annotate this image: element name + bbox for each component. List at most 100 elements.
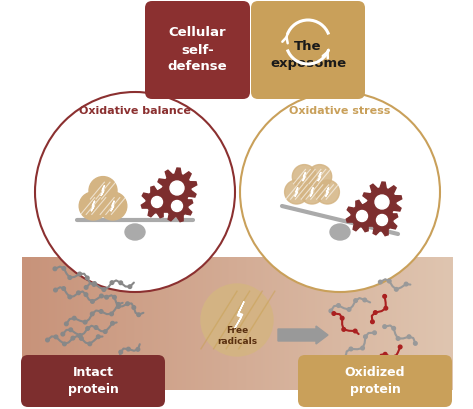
Circle shape <box>377 358 380 362</box>
Circle shape <box>341 317 344 320</box>
Circle shape <box>151 196 163 207</box>
Polygon shape <box>111 201 114 211</box>
Circle shape <box>394 355 397 359</box>
Circle shape <box>378 280 382 284</box>
Circle shape <box>91 300 94 303</box>
Circle shape <box>98 364 102 368</box>
Circle shape <box>111 321 114 325</box>
Circle shape <box>404 282 408 286</box>
Circle shape <box>398 345 402 349</box>
Circle shape <box>383 325 386 328</box>
Circle shape <box>132 306 136 309</box>
Circle shape <box>102 288 105 291</box>
Circle shape <box>308 164 332 189</box>
Circle shape <box>83 320 87 324</box>
Circle shape <box>126 302 129 306</box>
Circle shape <box>364 335 367 339</box>
Circle shape <box>201 284 273 356</box>
Ellipse shape <box>125 224 145 240</box>
Circle shape <box>387 279 391 283</box>
Circle shape <box>86 327 89 330</box>
Circle shape <box>105 295 108 299</box>
Circle shape <box>384 306 388 310</box>
Circle shape <box>337 304 341 307</box>
Polygon shape <box>141 187 173 218</box>
Text: Free
radicals: Free radicals <box>217 326 257 346</box>
Circle shape <box>62 342 66 346</box>
Circle shape <box>72 317 76 320</box>
Circle shape <box>93 282 96 285</box>
Circle shape <box>396 337 400 340</box>
Circle shape <box>394 288 398 291</box>
Polygon shape <box>325 187 329 196</box>
Ellipse shape <box>330 224 350 240</box>
Circle shape <box>136 348 140 351</box>
Circle shape <box>383 294 386 298</box>
Circle shape <box>127 347 130 351</box>
Circle shape <box>94 326 98 329</box>
Circle shape <box>35 92 235 292</box>
Circle shape <box>88 342 92 346</box>
Circle shape <box>172 200 183 211</box>
Circle shape <box>79 337 83 340</box>
Circle shape <box>357 211 368 222</box>
Circle shape <box>115 360 118 363</box>
Circle shape <box>119 281 123 285</box>
FancyBboxPatch shape <box>251 1 365 99</box>
Circle shape <box>285 180 308 204</box>
Text: Oxidative balance: Oxidative balance <box>79 106 191 116</box>
Circle shape <box>170 181 184 195</box>
Circle shape <box>89 177 117 204</box>
Circle shape <box>116 303 120 306</box>
Circle shape <box>99 310 103 313</box>
Polygon shape <box>101 185 105 196</box>
Circle shape <box>99 192 127 220</box>
Circle shape <box>78 272 81 276</box>
Circle shape <box>62 267 66 270</box>
Circle shape <box>383 353 387 356</box>
FancyArrow shape <box>278 326 328 344</box>
Circle shape <box>61 332 65 336</box>
Circle shape <box>104 330 107 333</box>
Circle shape <box>373 331 377 335</box>
Circle shape <box>392 326 395 330</box>
Circle shape <box>71 336 75 340</box>
Circle shape <box>104 357 108 361</box>
Circle shape <box>54 288 57 292</box>
Circle shape <box>374 311 377 315</box>
Circle shape <box>315 180 340 204</box>
Circle shape <box>128 285 131 288</box>
Circle shape <box>69 328 72 332</box>
Circle shape <box>407 335 411 339</box>
FancyBboxPatch shape <box>145 1 250 99</box>
Circle shape <box>137 313 140 317</box>
Circle shape <box>353 329 357 333</box>
FancyBboxPatch shape <box>298 355 452 407</box>
Circle shape <box>96 335 100 339</box>
Circle shape <box>64 322 68 326</box>
Circle shape <box>375 195 389 209</box>
Circle shape <box>86 276 89 280</box>
Circle shape <box>240 92 440 292</box>
Circle shape <box>90 312 94 316</box>
Text: Oxidative stress: Oxidative stress <box>289 106 391 116</box>
Circle shape <box>53 267 57 271</box>
Circle shape <box>349 347 353 351</box>
Polygon shape <box>366 204 398 236</box>
Text: Intact
protein: Intact protein <box>68 366 118 396</box>
Circle shape <box>342 328 346 331</box>
Polygon shape <box>303 172 306 181</box>
Text: Oxidized
protein: Oxidized protein <box>345 366 405 396</box>
Circle shape <box>100 294 103 298</box>
Circle shape <box>354 299 358 302</box>
Circle shape <box>347 308 351 311</box>
Circle shape <box>363 298 367 302</box>
Circle shape <box>292 164 316 189</box>
Polygon shape <box>91 201 95 211</box>
Circle shape <box>110 312 114 316</box>
Polygon shape <box>157 168 197 208</box>
Polygon shape <box>318 172 321 181</box>
Polygon shape <box>362 182 402 222</box>
Circle shape <box>329 309 333 313</box>
Circle shape <box>68 295 71 299</box>
